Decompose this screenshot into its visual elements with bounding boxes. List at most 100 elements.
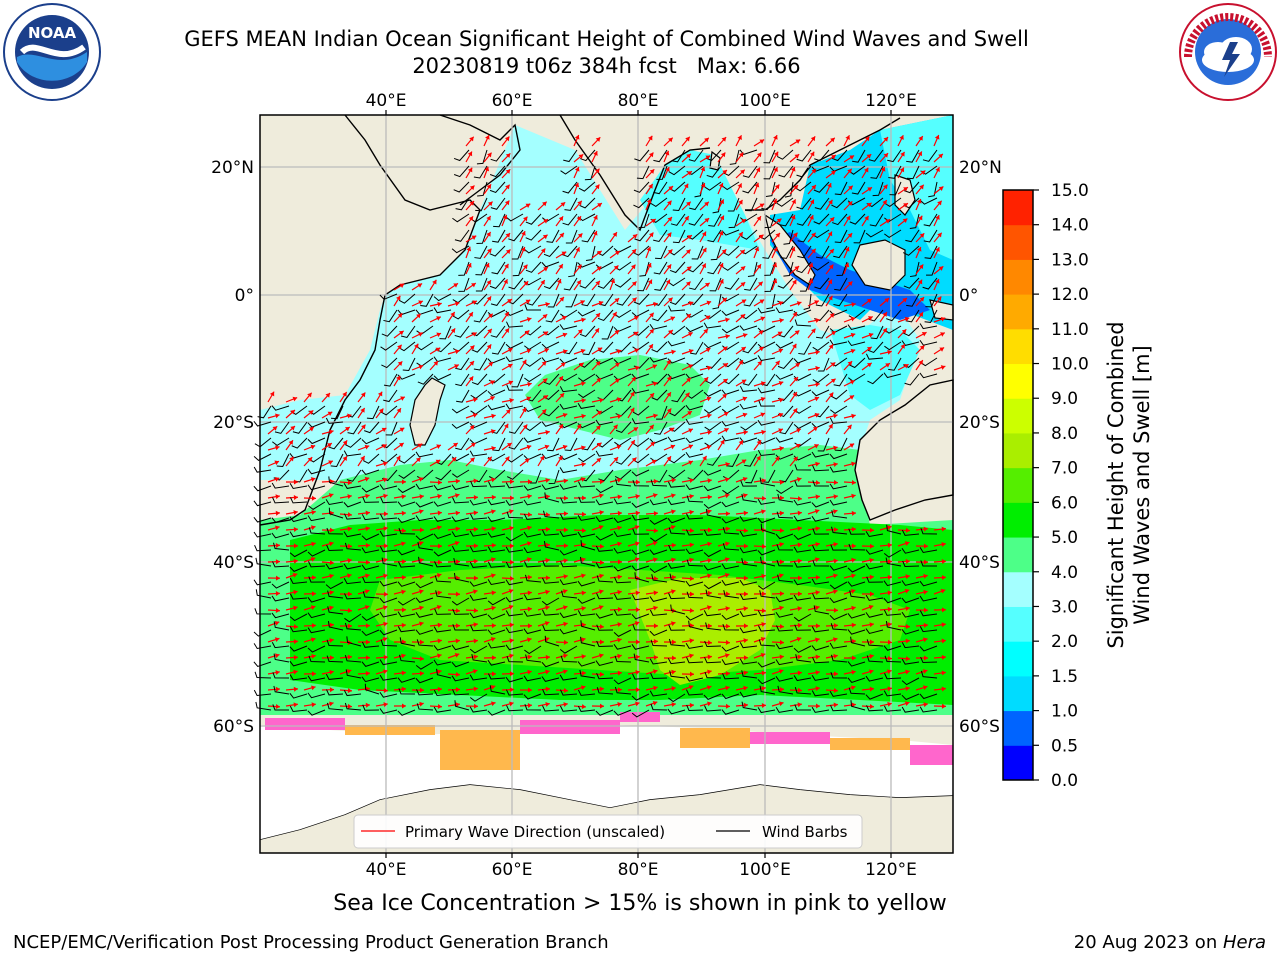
wave-direction-arrowhead — [792, 408, 798, 414]
wind-barb — [919, 580, 938, 587]
wind-barb — [253, 420, 272, 427]
wind-barb — [721, 645, 740, 652]
wave-direction-arrowhead — [722, 378, 728, 384]
wave-direction-arrowhead — [741, 299, 747, 304]
wind-barb — [433, 373, 452, 381]
wave-direction-arrowhead — [455, 702, 460, 708]
wave-direction-arrowhead — [724, 653, 730, 659]
lon-label: 120°E — [865, 860, 917, 880]
wind-barb — [289, 674, 308, 681]
wind-barb — [343, 689, 362, 697]
wave-direction-arrowhead — [329, 590, 334, 596]
wind-barb — [919, 547, 938, 554]
wind-barb — [796, 149, 812, 162]
wave-direction-arrowhead — [508, 380, 514, 386]
wave-direction-arrowhead — [725, 461, 730, 467]
wind-barb — [435, 469, 452, 481]
wave-direction-arrowhead — [886, 669, 892, 675]
wind-barb — [398, 654, 416, 663]
wave-direction-arrowhead — [887, 349, 892, 355]
wind-barb — [906, 165, 920, 180]
wind-barb — [793, 499, 812, 506]
wave-direction-arrowhead — [342, 440, 348, 446]
wave-direction-arrowhead — [850, 589, 856, 594]
wave-direction-arrowhead — [437, 669, 442, 675]
wave-direction-arrowhead — [651, 459, 657, 465]
map-legend: Primary Wave Direction (unscaled) Wind B… — [353, 814, 863, 849]
wave-direction-arrowhead — [808, 278, 814, 284]
wind-barb — [433, 549, 452, 557]
wave-direction-arrowhead — [468, 216, 474, 222]
wind-barb — [775, 643, 794, 650]
wind-barb — [595, 545, 614, 552]
wave-direction-arrowhead — [686, 201, 691, 207]
wind-barb — [650, 533, 668, 543]
wind-barb — [379, 611, 398, 618]
wave-direction-arrowhead — [419, 557, 424, 563]
wave-direction-arrowhead — [883, 153, 889, 158]
nws-logo — [1179, 3, 1277, 101]
wave-direction-arrowhead — [504, 200, 510, 206]
wave-direction-arrowhead — [383, 557, 388, 563]
wind-barb — [505, 213, 524, 222]
wave-direction-arrowhead — [815, 623, 820, 629]
wind-barb — [757, 549, 776, 556]
wind-barb — [433, 484, 452, 491]
lat-labels-right: 20°N 0° 20°S 40°S 60°S — [959, 158, 1002, 737]
wind-barb — [614, 655, 632, 663]
wave-direction-arrowhead — [491, 445, 496, 451]
wind-barb — [764, 261, 776, 276]
wave-direction-arrowhead — [597, 347, 603, 352]
wind-barb — [471, 341, 488, 353]
wind-barb — [796, 165, 812, 178]
wind-barb — [582, 341, 596, 356]
wind-barb — [906, 149, 920, 163]
wave-direction-arrowhead — [581, 704, 586, 710]
wave-direction-arrowhead — [830, 137, 835, 143]
wind-barb — [418, 556, 434, 567]
wind-barb — [488, 481, 506, 488]
wave-direction-arrowhead — [293, 479, 298, 485]
wave-direction-arrowhead — [329, 701, 334, 707]
wind-barb — [636, 165, 650, 180]
wave-direction-arrowhead — [419, 494, 424, 500]
wind-barb — [420, 293, 434, 307]
wind-barb — [812, 465, 830, 472]
wind-barb — [456, 389, 470, 403]
wave-direction-arrowhead — [687, 235, 692, 240]
wind-barb — [434, 575, 452, 583]
wind-barb — [653, 181, 668, 195]
wind-barb — [379, 484, 398, 490]
wave-direction-arrowhead — [311, 575, 316, 581]
wave-direction-arrowhead — [635, 494, 640, 499]
wave-direction-arrowhead — [934, 279, 940, 284]
wave-direction-arrowhead — [503, 279, 508, 284]
wave-direction-arrowhead — [329, 669, 334, 675]
wave-direction-arrowhead — [293, 702, 298, 708]
wave-direction-arrowhead — [347, 558, 352, 564]
wave-direction-arrowhead — [487, 201, 493, 207]
wave-direction-arrowhead — [629, 407, 635, 413]
lat-label: 20°S — [959, 413, 1000, 433]
wave-direction-arrowhead — [598, 605, 604, 610]
wind-barb — [477, 181, 488, 197]
wave-direction-arrowhead — [527, 493, 532, 499]
wind-barb — [490, 325, 506, 338]
wave-direction-arrowhead — [887, 701, 892, 707]
wind-barb — [850, 636, 866, 647]
wave-direction-arrowhead — [578, 154, 584, 159]
wind-barb — [307, 597, 326, 603]
wind-barb — [559, 579, 578, 586]
wind-barb — [253, 689, 272, 697]
wave-direction-arrowhead — [883, 137, 889, 142]
wind-barb — [271, 482, 290, 489]
wave-direction-arrowhead — [415, 457, 421, 463]
wave-direction-arrowhead — [613, 424, 618, 430]
wave-direction-arrowhead — [705, 155, 711, 160]
wind-barb — [451, 245, 470, 254]
wave-direction-arrowhead — [833, 653, 838, 659]
lat-label: 40°S — [213, 553, 254, 573]
wind-barb — [869, 213, 884, 227]
wave-direction-arrowhead — [617, 559, 622, 565]
wave-direction-arrowhead — [688, 428, 693, 433]
